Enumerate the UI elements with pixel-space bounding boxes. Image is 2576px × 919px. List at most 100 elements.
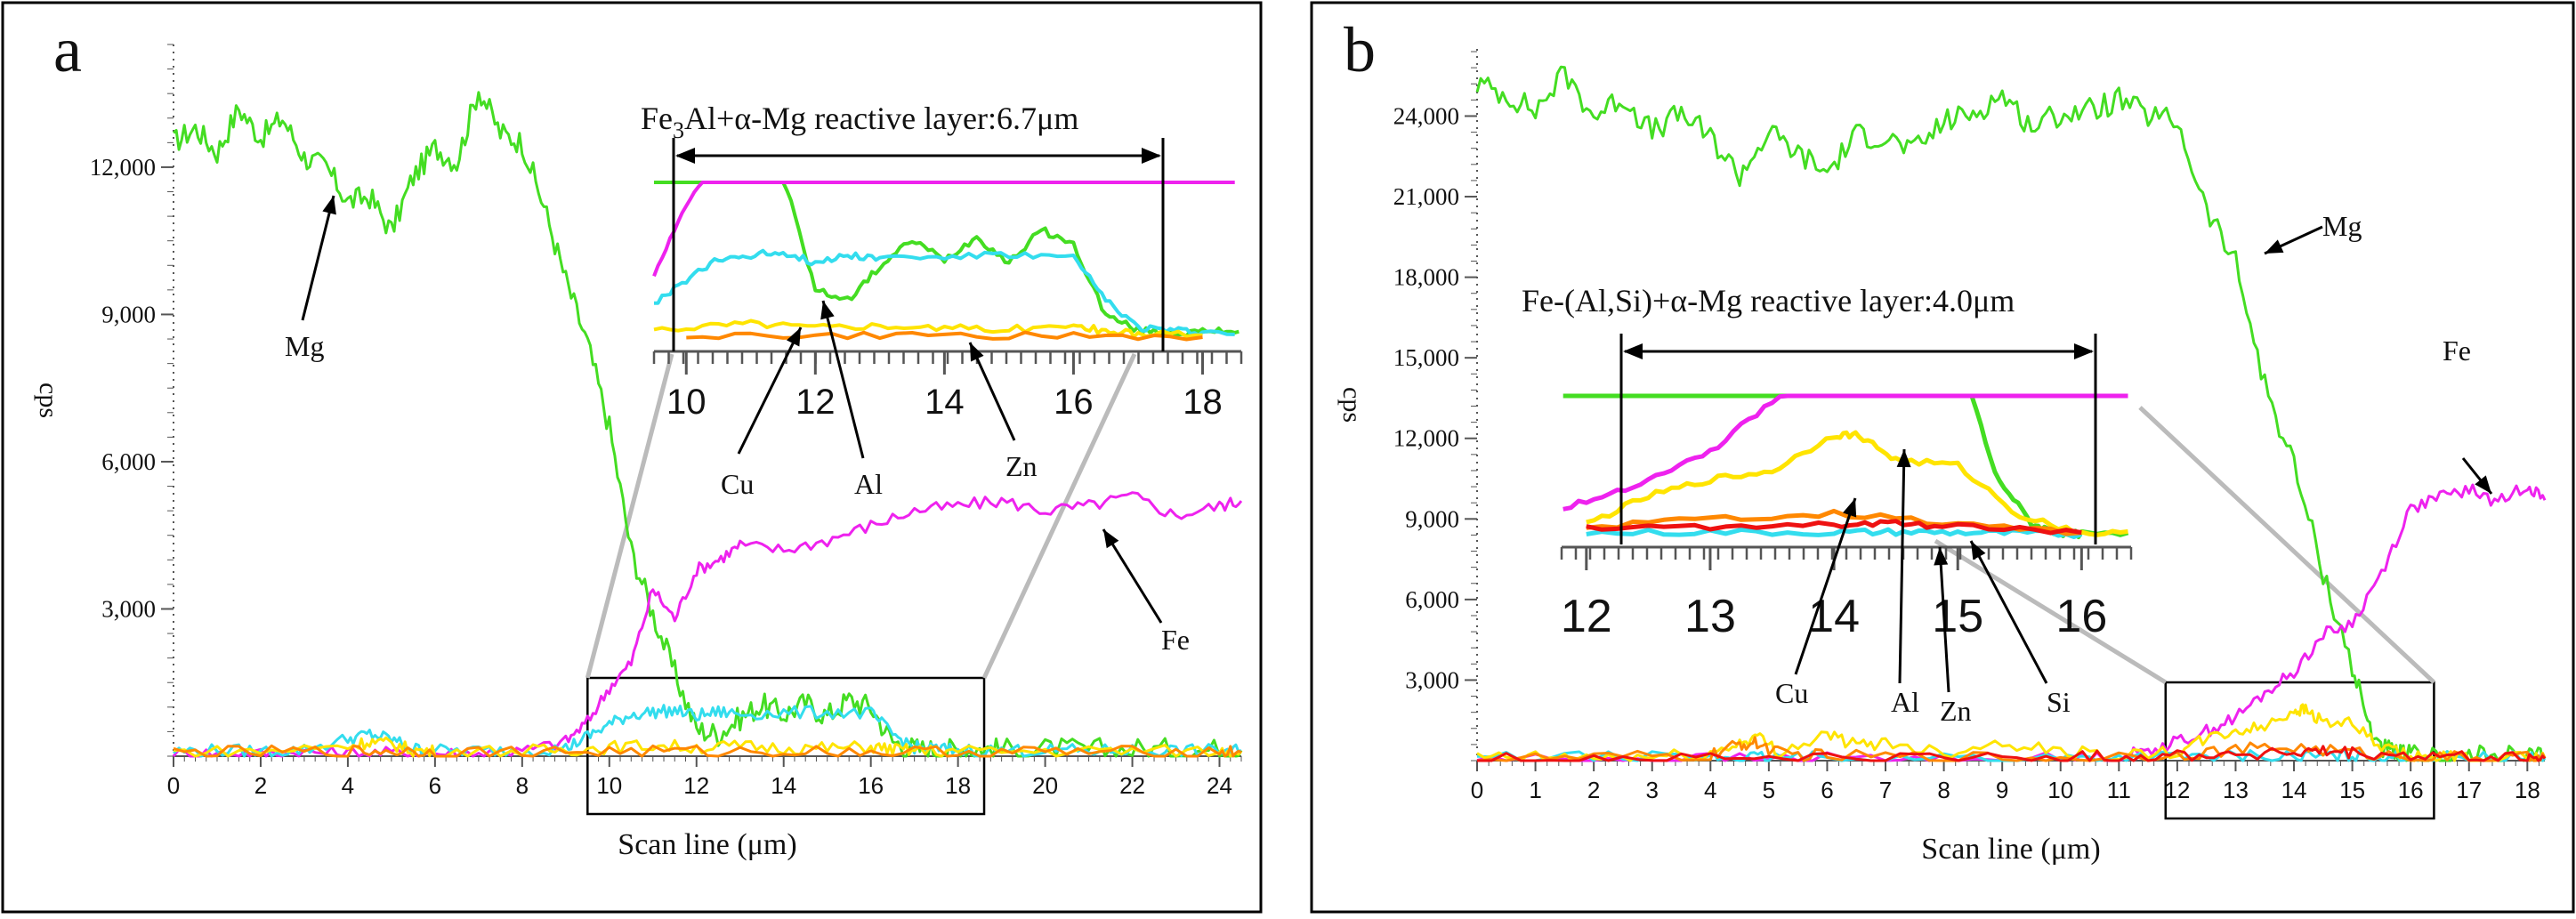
series-line-zn: [1476, 736, 2547, 762]
element-arrowhead-al: [1896, 449, 1911, 468]
element-arrow-mg: [301, 195, 335, 321]
x-tick-label: 15: [2339, 777, 2365, 803]
element-arrowhead-zn: [970, 343, 984, 362]
element-label-zn: Zn: [1005, 450, 1038, 482]
inset-tick-label: 12: [795, 383, 836, 422]
element-arrow-al: [1898, 448, 1906, 684]
panel-b-frame: [1310, 1, 2575, 914]
panel-b-xlabel: Scan line (μm): [1921, 833, 2100, 866]
y-tick-label: 9,000: [1405, 505, 1459, 532]
panel-a-zoom: [585, 352, 1137, 816]
panel-a-letter: a: [53, 14, 82, 85]
zoom-connector-left: [585, 353, 674, 679]
inset-tick-label: 10: [666, 383, 707, 422]
element-label-fe: Fe: [1161, 624, 1190, 656]
panel-b-series: [1475, 65, 2547, 762]
y-tick-label: 6,000: [101, 448, 156, 475]
series-line-mg: [172, 91, 1243, 758]
annotation-arrow-left: [1623, 343, 1643, 359]
y-tick-label: 12,000: [1393, 425, 1459, 452]
x-tick-label: 24: [1207, 772, 1232, 799]
panel-a-annotation-suffix: Al+α-Mg reactive layer:6.7μm: [684, 101, 1078, 136]
x-tick-label: 3: [1645, 777, 1658, 803]
y-tick-label: 21,000: [1393, 183, 1459, 210]
x-tick-label: 12: [683, 772, 709, 799]
x-tick-label: 12: [2164, 777, 2190, 803]
inset-line-zn: [1586, 508, 2082, 536]
panel-b-axes: 3,000 6,000 9,000 12,000 15,000 18,000 21,000 2…: [1393, 49, 2545, 803]
element-arrowhead-mg: [322, 196, 336, 215]
x-tick-label: 17: [2456, 777, 2482, 803]
y-tick-label: 9,000: [101, 301, 156, 327]
element-arrow-al: [821, 300, 865, 459]
y-tick-label: 3,000: [1405, 666, 1459, 693]
inset-line-fe: [1563, 393, 2128, 512]
x-tick-label: 16: [858, 772, 884, 799]
panel-b-ylabel: cps: [1337, 387, 1367, 423]
y-tick-label: 15,000: [1393, 344, 1459, 371]
x-tick-label: 6: [429, 772, 441, 799]
element-label-cu: Cu: [721, 468, 754, 500]
inset-line-fe: [652, 181, 1235, 278]
element-arrow-si: [1969, 540, 2048, 684]
series-line-fe: [172, 491, 1243, 758]
annotation-arrow-right: [1142, 148, 1161, 164]
inset-tick-label: 15: [1932, 591, 1983, 642]
x-tick-label: 9: [1996, 777, 2008, 803]
panel-a-annotation-sub: 3: [673, 117, 684, 143]
panel-a-annotation: Fe3Al+α-Mg reactive layer:6.7μm: [641, 101, 1078, 143]
y-tick-label: 3,000: [101, 595, 156, 622]
element-arrowhead-mg: [2265, 239, 2284, 254]
x-tick-label: 20: [1032, 772, 1058, 799]
inset-tick-label: 13: [1684, 591, 1736, 642]
inset-line-cu: [653, 248, 1235, 337]
x-tick-label: 0: [167, 772, 180, 799]
x-tick-label: 4: [1704, 777, 1716, 803]
x-tick-label: 11: [2107, 777, 2131, 803]
element-arrow-zn: [1938, 546, 1950, 693]
element-arrowhead-al: [820, 301, 835, 320]
x-tick-label: 2: [254, 772, 267, 799]
panel-a-ylabel: cps: [34, 383, 63, 418]
panel-b-annotation-prefix: Fe-(Al,Si)+α-Mg reactive layer:4.0μm: [1522, 283, 2015, 318]
element-label-mg: Mg: [2322, 210, 2362, 242]
panel-a-inset: 10 12 14 16 18: [652, 138, 1243, 422]
inset-tick-label: 16: [2055, 591, 2107, 642]
panel-b-letter: b: [1344, 14, 1376, 85]
element-arrow-cu: [1794, 497, 1857, 675]
element-label-cu: Cu: [1775, 677, 1808, 709]
panel-b: b 3,000 6,000 9,000 12,000 15,000 18,000 21,00…: [1310, 1, 2575, 914]
element-label-zn: Zn: [1940, 695, 1972, 727]
panel-a-xlabel: Scan line (μm): [618, 828, 796, 861]
zoom-connector-right: [981, 352, 1137, 680]
element-label-mg: Mg: [285, 330, 324, 362]
element-arrow-cu: [737, 326, 803, 455]
x-tick-label: 2: [1587, 777, 1600, 803]
panel-a-annotation-prefix: Fe: [641, 101, 673, 136]
x-tick-label: 1: [1529, 777, 1541, 803]
y-tick-label: 12,000: [90, 154, 156, 181]
x-tick-label: 0: [1471, 777, 1483, 803]
element-arrowhead-cu: [1843, 498, 1857, 518]
series-line-al: [173, 736, 1243, 758]
annotation-arrow-right: [2074, 343, 2094, 359]
x-tick-label: 10: [2047, 777, 2073, 803]
y-tick-label: 18,000: [1393, 264, 1459, 291]
y-tick-label: 24,000: [1393, 102, 1459, 129]
element-label-si: Si: [2047, 686, 2071, 718]
series-line-si: [1477, 745, 2547, 762]
element-arrowhead-si: [1971, 541, 1986, 560]
x-tick-label: 5: [1763, 777, 1775, 803]
x-tick-label: 10: [596, 772, 622, 799]
element-arrowhead-fe: [1103, 529, 1119, 549]
panel-b-inset: 12 13 14 15 16: [1560, 334, 2133, 642]
element-arrowhead-cu: [786, 327, 801, 347]
x-tick-label: 14: [771, 772, 796, 799]
inset-line-zn: [686, 330, 1203, 342]
inset-tick-label: 18: [1183, 383, 1223, 422]
element-label-fe: Fe: [2443, 335, 2471, 367]
annotation-arrow-left: [675, 148, 695, 164]
x-tick-label: 4: [342, 772, 354, 799]
